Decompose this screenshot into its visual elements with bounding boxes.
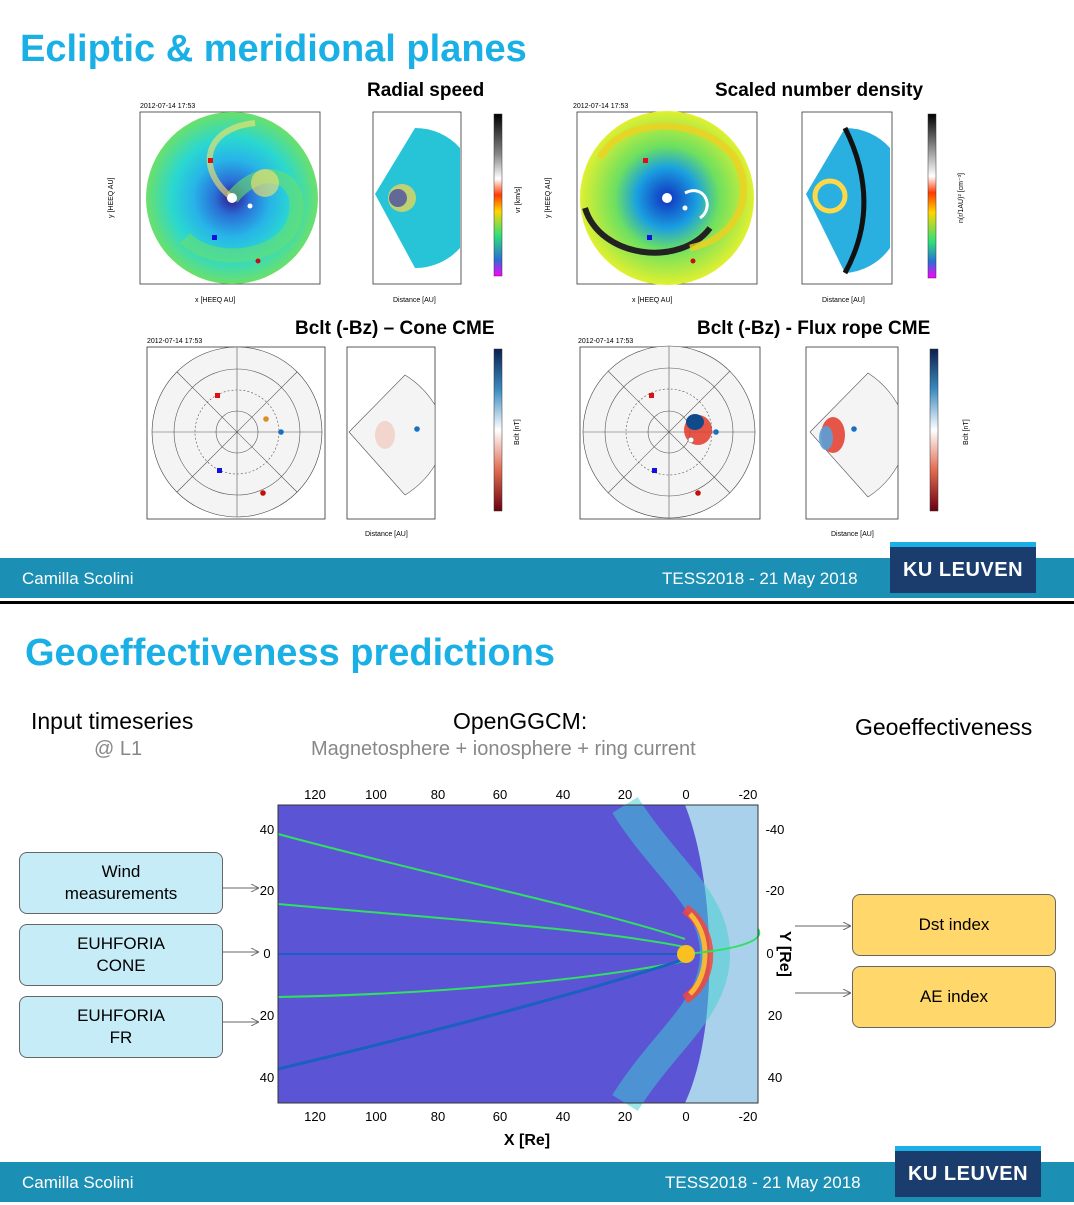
slide-divider: [0, 601, 1074, 604]
ku-leuven-logo: KU LEUVEN: [895, 1146, 1041, 1197]
footer-conference: TESS2018 - 21 May 2018: [662, 569, 858, 588]
footer-author: Camilla Scolini: [22, 569, 134, 588]
distance-axis-label: Distance [AU]: [365, 531, 408, 538]
speed-colorbar-label: vr [km/s]: [515, 187, 522, 213]
y-tick: 0: [766, 946, 773, 961]
distance-axis-label: Distance [AU]: [822, 297, 865, 304]
x-tick: 20: [618, 787, 632, 802]
x-tick: -20: [739, 787, 758, 802]
x-tick: 80: [431, 1109, 445, 1124]
output-box-dst: Dst index: [852, 894, 1056, 956]
panel-title-density: Scaled number density: [715, 80, 924, 101]
x-axis-label: x [HEEQ AU]: [195, 297, 236, 304]
x-tick: 120: [304, 787, 326, 802]
timestamp: 2012-07-14 17:53: [140, 103, 195, 110]
x-tick: 0: [682, 1109, 689, 1124]
y-ticks-left: 40 20 0 20 40: [260, 822, 274, 1085]
y-tick: 20: [260, 883, 274, 898]
model-column-heading: OpenGGCM:: [453, 708, 588, 734]
x-axis-label: x [HEEQ AU]: [632, 297, 673, 304]
input-column-heading: Input timeseries: [31, 708, 194, 734]
y-tick: 40: [260, 1070, 274, 1085]
y-tick: 40: [768, 1070, 782, 1085]
arrows-layer: [222, 604, 1074, 1205]
panel-title-radial-speed: Radial speed: [367, 80, 485, 101]
input-box-euhforia-fr: EUHFORIA FR: [19, 996, 223, 1058]
radial-speed-figure: 2012-07-14 17:53 x [HEEQ AU] y [HEEQ AU]…: [108, 103, 522, 304]
output-box-ae: AE index: [852, 966, 1056, 1028]
distance-axis-label: Distance [AU]: [393, 297, 436, 304]
input-column-subheading: @ L1: [94, 738, 143, 760]
x-tick: 100: [365, 1109, 387, 1124]
y-tick: 20: [260, 1008, 274, 1023]
x-tick: 60: [493, 1109, 507, 1124]
x-tick: 20: [618, 1109, 632, 1124]
openggcm-plot: X [Re] Y [Re] 120 100 80 60 40 20 0 -20 …: [260, 787, 793, 1149]
y-tick: -20: [766, 883, 785, 898]
density-figure: 2012-07-14 17:53 x [HEEQ AU] y [HEEQ AU]…: [545, 103, 965, 304]
fluxrope-bclt-figure: 2012-07-14 17:53 Distance [AU] Bclt [nT]: [578, 338, 970, 538]
output-column-heading: Geoeffectiveness: [855, 714, 1033, 740]
x-tick: 80: [431, 787, 445, 802]
slide-ecliptic-planes: Ecliptic & meridional planes Radial spee…: [0, 0, 1074, 602]
y-axis-label: y [HEEQ AU]: [108, 177, 115, 218]
slide-title: Geoeffectiveness predictions: [25, 632, 556, 674]
panel-title-fluxrope: Bclt (-Bz) - Flux rope CME: [697, 318, 931, 339]
slide-geoeffectiveness: Geoeffectiveness predictions Input times…: [0, 604, 1074, 1205]
x-tick: 100: [365, 787, 387, 802]
plot-y-label: Y [Re]: [776, 931, 793, 977]
bclt-colorbar-label: Bclt [nT]: [963, 419, 970, 445]
distance-axis-label: Distance [AU]: [831, 531, 874, 538]
y-axis-label: y [HEEQ AU]: [545, 177, 552, 218]
x-tick: 40: [556, 787, 570, 802]
y-tick: 0: [263, 946, 270, 961]
cone-bclt-figure: 2012-07-14 17:53 Distance [AU] Bclt [nT]: [146, 338, 521, 538]
y-tick: 40: [260, 822, 274, 837]
footer-author: Camilla Scolini: [22, 1173, 134, 1192]
panel-title-cone: Bclt (-Bz) – Cone CME: [295, 318, 495, 339]
x-tick: 120: [304, 1109, 326, 1124]
model-column-subheading: Magnetosphere + ionosphere + ring curren…: [311, 738, 696, 760]
x-tick: 60: [493, 787, 507, 802]
timestamp: 2012-07-14 17:53: [573, 103, 628, 110]
input-box-euhforia-cone: EUHFORIA CONE: [19, 924, 223, 986]
slide-title: Ecliptic & meridional planes: [20, 28, 527, 70]
x-ticks-top: 120 100 80 60 40 20 0 -20: [304, 787, 757, 802]
y-tick: 20: [768, 1008, 782, 1023]
plot-x-label: X [Re]: [504, 1132, 550, 1149]
bclt-colorbar-label: Bclt [nT]: [514, 419, 521, 445]
y-ticks-right: -40 -20 0 20 40: [766, 822, 785, 1085]
timestamp: 2012-07-14 17:53: [147, 338, 202, 345]
x-ticks-bottom: 120 100 80 60 40 20 0 -20: [304, 1109, 757, 1124]
y-tick: -40: [766, 822, 785, 837]
x-tick: -20: [739, 1109, 758, 1124]
footer-conference: TESS2018 - 21 May 2018: [665, 1173, 861, 1192]
x-tick: 0: [682, 787, 689, 802]
timestamp: 2012-07-14 17:53: [578, 338, 633, 345]
ku-leuven-logo: KU LEUVEN: [890, 542, 1036, 593]
input-box-wind: Wind measurements: [19, 852, 223, 914]
x-tick: 40: [556, 1109, 570, 1124]
density-colorbar-label: n(r/1AU)² [cm⁻³]: [958, 173, 965, 223]
